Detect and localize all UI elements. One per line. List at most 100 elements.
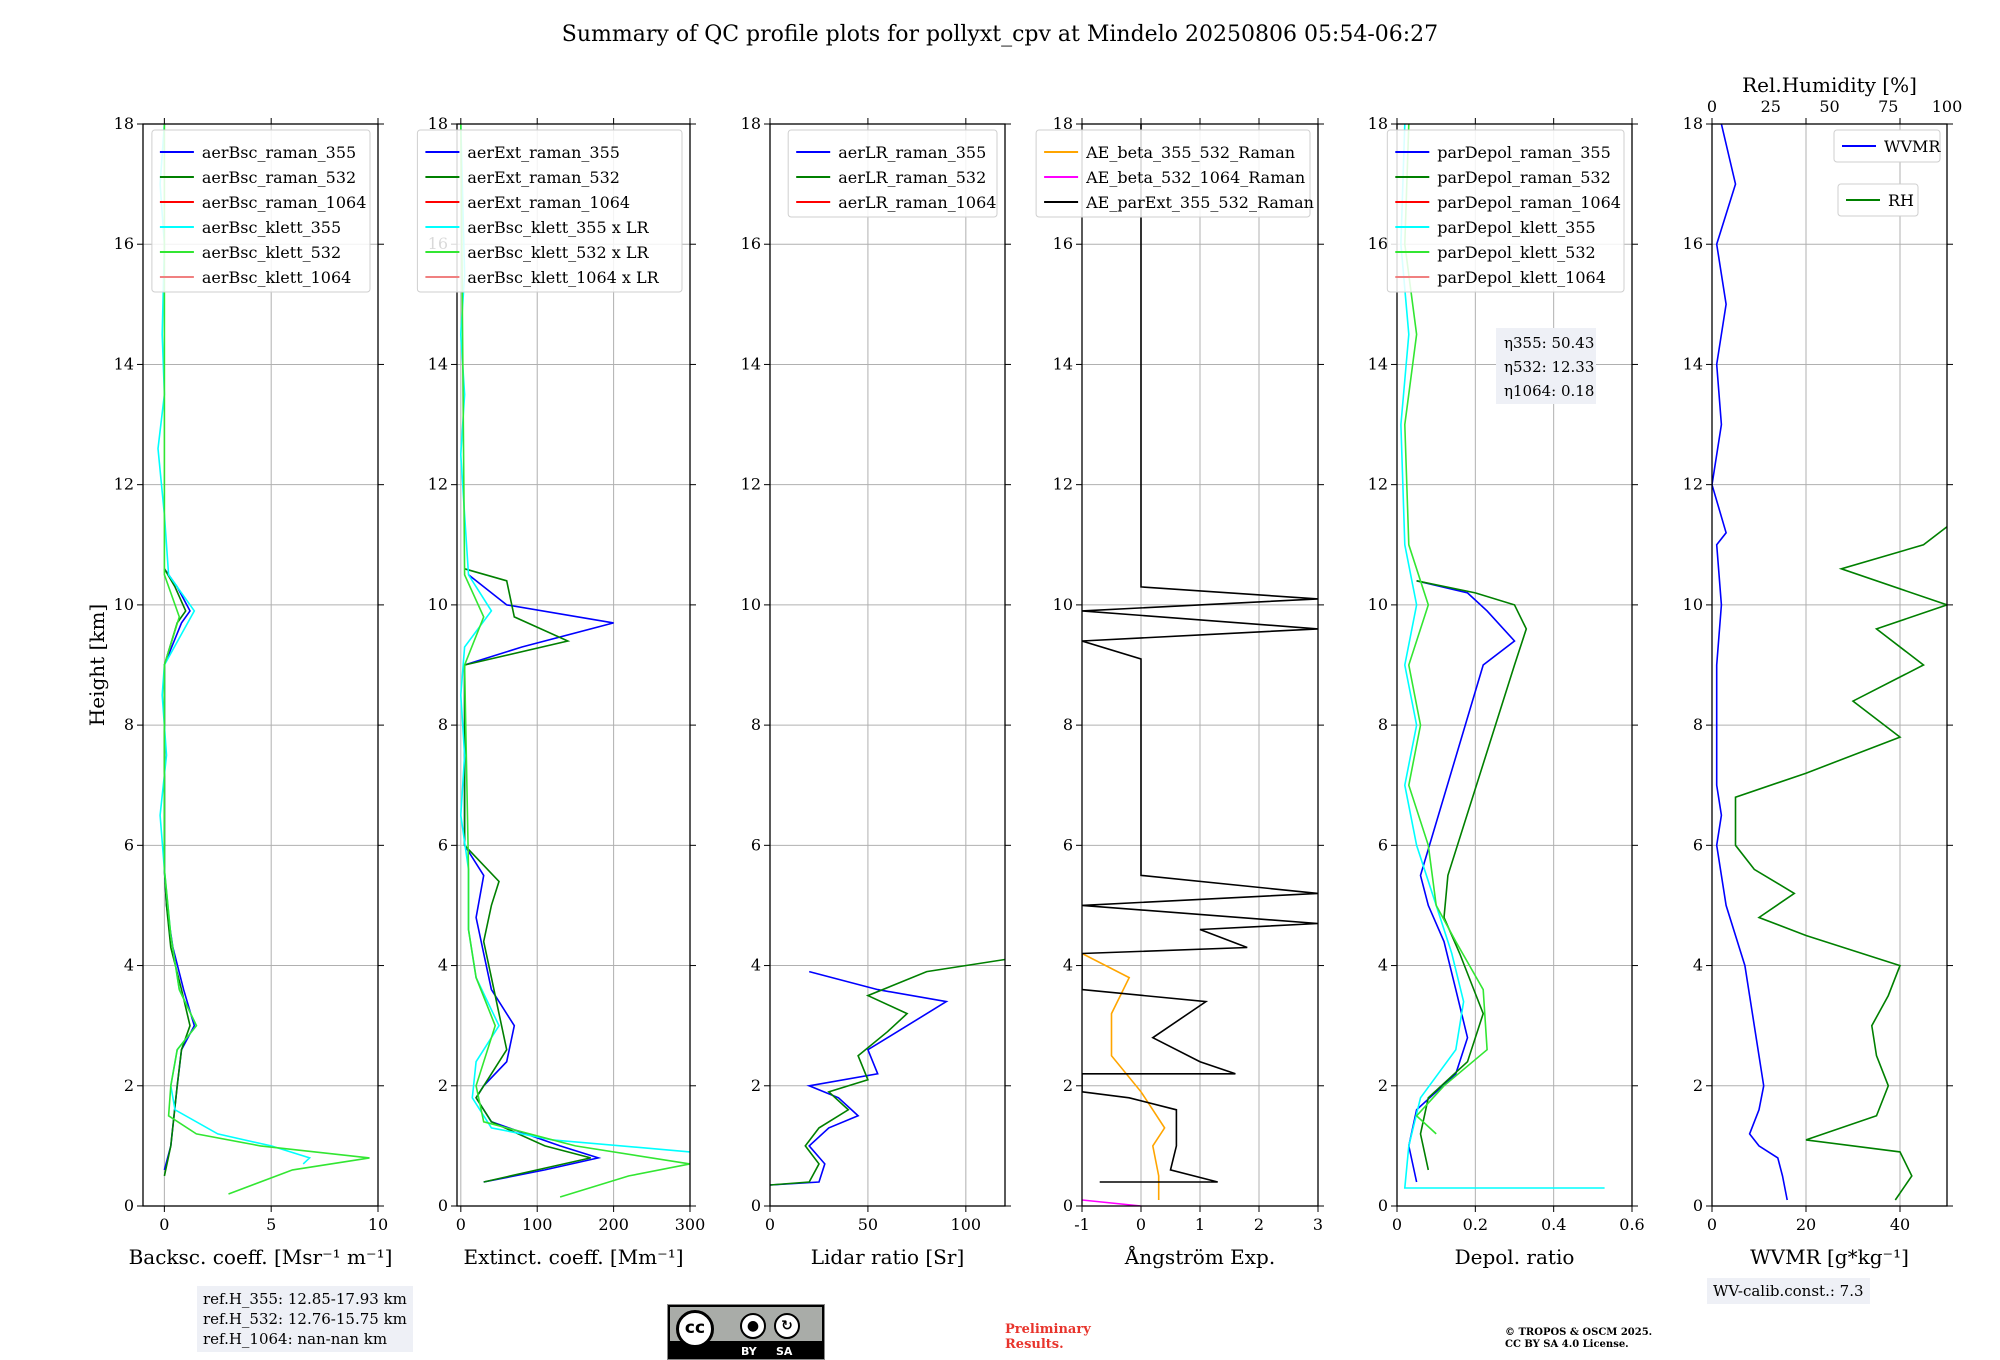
legend-label-aerLR_raman_355: aerLR_raman_355 <box>838 143 986 162</box>
y-tick-label: 6 <box>438 835 448 854</box>
x-tick-label: 10 <box>368 1215 388 1234</box>
cc-by-label: BY <box>741 1345 757 1358</box>
y-tick-label: 2 <box>124 1076 134 1095</box>
y-tick-label: 16 <box>1368 234 1388 253</box>
series-line-AE_parExt_355_532_Raman <box>1082 124 1318 1183</box>
x-tick-label: 0 <box>1392 1215 1402 1234</box>
legend-label-parDepol_klett_1064: parDepol_klett_1064 <box>1437 268 1606 287</box>
y-tick-label: 14 <box>1683 354 1703 373</box>
x-tick-label: 50 <box>858 1215 878 1234</box>
x-tick-label: 0 <box>456 1215 466 1234</box>
y-tick-label: 8 <box>1378 715 1388 734</box>
y-tick-label: 0 <box>1378 1196 1388 1215</box>
y-tick-label: 8 <box>124 715 134 734</box>
legend-label-aerExt_raman_532: aerExt_raman_532 <box>467 168 620 187</box>
y-tick-label: 18 <box>741 114 761 133</box>
y-tick-label: 18 <box>1683 114 1703 133</box>
cc-badge-bottom: BY SA <box>668 1343 824 1359</box>
legend-label-AE_beta_532_1064_Raman: AE_beta_532_1064_Raman <box>1085 168 1305 187</box>
y-tick-label: 16 <box>1683 234 1703 253</box>
y-tick-label: 12 <box>741 475 761 494</box>
legend-box <box>151 129 371 293</box>
y-tick-label: 12 <box>1053 475 1073 494</box>
cc-logo-icon: cc <box>676 1310 714 1348</box>
axes-frame <box>1711 123 1948 1207</box>
legend-label-aerBsc_klett_532: aerBsc_klett_532 <box>202 243 341 262</box>
axes-frame <box>1396 123 1633 1207</box>
legend-box <box>1035 129 1311 218</box>
x2-axis-label: Rel.Humidity [%] <box>1742 73 1917 97</box>
series-line-aerExt_raman_532 <box>463 568 591 1183</box>
x-tick-label: 100 <box>522 1215 553 1234</box>
series-line-aerBsc_raman_355 <box>163 568 196 1171</box>
y-tick-label: 2 <box>1378 1076 1388 1095</box>
share-alike-icon: ↻ <box>774 1313 800 1339</box>
x-axis-label: WVMR [g*kg⁻¹] <box>1750 1245 1909 1269</box>
axes-frame <box>456 123 691 1207</box>
legend-label-parDepol_raman_532: parDepol_raman_532 <box>1437 168 1610 187</box>
x-tick-label: 0 <box>765 1215 775 1234</box>
y-tick-label: 10 <box>428 595 448 614</box>
copyright-line-2: CC BY SA 4.0 License. <box>1505 1339 1629 1350</box>
series-line-aerBsc_raman_532 <box>163 568 191 1177</box>
y-tick-label: 12 <box>1683 475 1703 494</box>
ref-height-box: ref.H_355: 12.85-17.93 km ref.H_532: 12.… <box>197 1286 413 1352</box>
wv-calib-box: WV-calib.const.: 7.3 <box>1707 1278 1870 1304</box>
y-tick-label: 8 <box>438 715 448 734</box>
y-tick-label: 0 <box>1693 1196 1703 1215</box>
legend-label-aerBsc_klett_1064: aerBsc_klett_1064 <box>202 268 351 287</box>
y-tick-label: 14 <box>1368 354 1388 373</box>
y-tick-label: 4 <box>438 956 448 975</box>
y-tick-label: 10 <box>741 595 761 614</box>
series-line-parDepol_klett_532 <box>1403 124 1488 1135</box>
x-tick-label: 0.4 <box>1541 1215 1566 1234</box>
x-tick-label: 2 <box>1254 1215 1264 1234</box>
y-tick-label: 18 <box>1368 114 1388 133</box>
x2-tick-label: 50 <box>1819 97 1839 116</box>
y-tick-label: 12 <box>1368 475 1388 494</box>
y-tick-label: 14 <box>741 354 761 373</box>
x-tick-label: 20 <box>1796 1215 1816 1234</box>
cc-sa-label: SA <box>776 1345 793 1358</box>
series-line-RH <box>1734 526 1947 1201</box>
x-tick-label: 200 <box>598 1215 629 1234</box>
legend-label-aerBsc_klett_355: aerBsc_klett_355 <box>202 218 341 237</box>
legend-label-aerBsc_klett_355 x LR: aerBsc_klett_355 x LR <box>467 218 649 237</box>
y-tick-label: 16 <box>1053 234 1073 253</box>
y-tick-label: 16 <box>741 234 761 253</box>
axes-frame <box>142 123 379 1207</box>
cc-badge-top: cc ● ↻ <box>670 1307 822 1348</box>
legend-label-aerLR_raman_1064: aerLR_raman_1064 <box>838 193 996 212</box>
y-tick-label: 4 <box>751 956 761 975</box>
legend-box <box>1833 129 1941 163</box>
y-tick-label: 12 <box>114 475 134 494</box>
legend-label-parDepol_raman_355: parDepol_raman_355 <box>1437 143 1610 162</box>
eta-annotation-box <box>1496 328 1596 404</box>
cc-license-badge: cc ● ↻ BY SA <box>667 1304 825 1360</box>
x-axis-label: Lidar ratio [Sr] <box>811 1245 965 1269</box>
x-tick-label: 300 <box>675 1215 706 1234</box>
preliminary-line-1: Preliminary <box>1005 1322 1091 1337</box>
y-tick-label: 6 <box>1063 835 1073 854</box>
x-tick-label: 0 <box>1136 1215 1146 1234</box>
eta-annotation-2: η1064: 0.18 <box>1504 382 1594 400</box>
y-tick-label: 4 <box>1063 956 1073 975</box>
series-line-parDepol_klett_355 <box>1400 124 1605 1189</box>
legend-label-parDepol_klett_355: parDepol_klett_355 <box>1437 218 1595 237</box>
x-tick-label: 0 <box>159 1215 169 1234</box>
wv-calib-const: WV-calib.const.: 7.3 <box>1713 1282 1864 1300</box>
legend-label-aerBsc_klett_532 x LR: aerBsc_klett_532 x LR <box>467 243 649 262</box>
series-line-parDepol_raman_355 <box>1407 580 1516 1183</box>
y-tick-label: 14 <box>428 354 448 373</box>
y-tick-label: 6 <box>1693 835 1703 854</box>
axes-frame <box>769 123 1006 1207</box>
y-tick-label: 10 <box>1683 595 1703 614</box>
y-tick-label: 0 <box>751 1196 761 1215</box>
legend-label-aerBsc_raman_355: aerBsc_raman_355 <box>202 143 356 162</box>
x-tick-label: 100 <box>951 1215 982 1234</box>
y-tick-label: 8 <box>1063 715 1073 734</box>
ref-height-355: ref.H_355: 12.85-17.93 km <box>203 1290 407 1308</box>
y-tick-label: 10 <box>114 595 134 614</box>
copyright-note: © TROPOS & OSCM 2025. CC BY SA 4.0 Licen… <box>1505 1327 1652 1351</box>
figure-title: Summary of QC profile plots for pollyxt_… <box>561 22 1439 47</box>
